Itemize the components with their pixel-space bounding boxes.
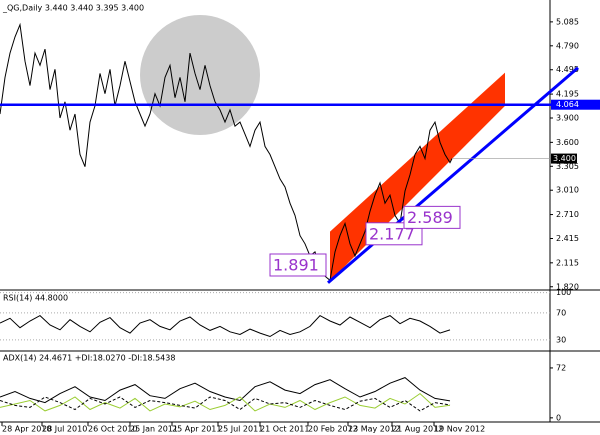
y-tick-label: 72 — [556, 363, 566, 372]
x-tick-label: 21 Oct 2011 — [260, 425, 309, 434]
y-tick-label: 3.600 — [556, 138, 579, 147]
adx-label: ADX(14) 24.4671 +DI:18.0270 -DI:18.5438 — [3, 354, 175, 363]
price-tag-label: 3.400 — [553, 154, 576, 163]
annotation: 1.891 — [273, 255, 319, 274]
annotation-box — [269, 253, 327, 277]
y-tick-label: 4.495 — [556, 65, 579, 74]
chart-title: _QG,Daily 3.440 3.440 3.395 3.400 — [2, 4, 144, 13]
rsi-label: RSI(14) 44.8000 — [3, 294, 68, 303]
adx-line — [0, 396, 451, 412]
price-tag-label: 4.064 — [556, 100, 579, 109]
x-tick-label: 21 Aug 2012 — [392, 425, 443, 434]
y-tick-label: 4.790 — [556, 41, 579, 50]
price-line — [0, 22, 453, 282]
x-tick-label: 20 Feb 2012 — [308, 425, 358, 434]
y-tick-label: 3.010 — [556, 186, 579, 195]
trendline — [327, 66, 579, 284]
x-tick-label: 28 Apr 2010 — [2, 425, 51, 434]
x-tick-label: 28 Jul 2010 — [42, 425, 87, 434]
y-tick-label: 2.115 — [556, 258, 579, 267]
y-tick-label: 3.305 — [556, 162, 579, 171]
price-tag — [551, 99, 600, 110]
x-tick-label: 25 Jul 2011 — [218, 425, 263, 434]
y-tick-label: 1.820 — [556, 282, 579, 291]
y-tick-label: 100 — [556, 288, 571, 297]
price-tag — [551, 153, 577, 164]
x-tick-label: 25 Jan 2011 — [130, 425, 178, 434]
x-tick-label: 23 May 2012 — [348, 425, 400, 434]
adx-line — [0, 392, 451, 412]
x-tick-label: 25 Apr 2011 — [172, 425, 221, 434]
y-tick-label: 4.195 — [556, 90, 579, 99]
x-tick-label: 19 Nov 2012 — [434, 425, 485, 434]
annotation: 2.589 — [407, 208, 453, 227]
highlight-circle — [140, 15, 260, 135]
adx-line — [0, 377, 451, 404]
y-tick-label: 3.900 — [556, 114, 579, 123]
rsi-line — [0, 314, 451, 338]
y-tick-label: 2.710 — [556, 210, 579, 219]
y-tick-label: 30 — [556, 335, 566, 344]
y-tick-label: 70 — [556, 308, 566, 317]
y-tick-label: 2.415 — [556, 234, 579, 243]
y-tick-label: 0 — [556, 413, 561, 422]
y-tick-label: 5.085 — [556, 17, 579, 26]
x-tick-label: 26 Oct 2010 — [88, 425, 137, 434]
annotation-box — [403, 205, 461, 229]
annotation: 2.177 — [369, 224, 415, 243]
